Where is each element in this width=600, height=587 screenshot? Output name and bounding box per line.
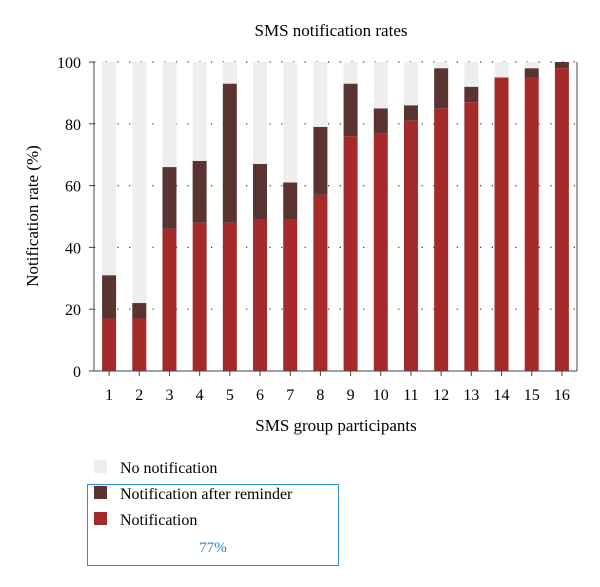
bars (102, 62, 569, 372)
bar-notification-10 (373, 133, 388, 371)
bar-no-notification-7 (283, 62, 298, 183)
bar-no-notification-14 (494, 62, 509, 78)
bar-no-notification-1 (102, 62, 117, 276)
x-tick-label: 8 (316, 387, 324, 404)
bar-notification-after-reminder-6 (253, 163, 268, 220)
x-tick-label: 7 (286, 387, 294, 404)
bar-notification-after-reminder-9 (343, 83, 358, 137)
y-axis-label: Notification rate (%) (23, 145, 42, 287)
legend-label: No notification (120, 460, 217, 477)
bar-notification-after-reminder-13 (464, 86, 479, 103)
bar-no-notification-2 (132, 62, 147, 304)
bar-notification-14 (494, 77, 509, 371)
y-ticks: 0 20 40 60 80 100 (57, 55, 94, 381)
x-ticks: 1 2 3 4 5 6 7 8 9 10 11 12 13 14 15 16 (105, 371, 570, 404)
x-tick-label: 13 (463, 387, 479, 404)
x-tick-label: 10 (373, 387, 389, 404)
chart-title: SMS notification rates (255, 21, 408, 40)
bar-no-notification-13 (464, 62, 479, 87)
x-tick-label: 15 (524, 387, 540, 404)
x-tick-label: 9 (347, 387, 355, 404)
bar-notification-after-reminder-2 (132, 303, 147, 319)
bar-notification-7 (283, 219, 298, 371)
y-tick-label: 80 (65, 117, 81, 134)
summary-box: 77% (87, 484, 339, 566)
bar-notification-4 (192, 222, 207, 371)
bar-no-notification-15 (524, 62, 539, 69)
bar-no-notification-10 (373, 62, 388, 109)
bar-notification-5 (222, 222, 237, 371)
x-tick-label: 4 (196, 387, 204, 404)
bar-notification-16 (554, 68, 569, 372)
x-tick-label: 12 (433, 387, 449, 404)
bar-notification-12 (434, 108, 449, 371)
x-tick-label: 11 (403, 387, 418, 404)
bar-notification-after-reminder-16 (554, 62, 569, 69)
x-tick-label: 6 (256, 387, 264, 404)
bar-notification-after-reminder-15 (524, 68, 539, 78)
bar-notification-after-reminder-8 (313, 126, 328, 195)
x-tick-label: 16 (554, 387, 570, 404)
x-axis-label: SMS group participants (255, 416, 417, 435)
bar-notification-2 (132, 318, 147, 371)
bar-notification-9 (343, 136, 358, 371)
legend-swatch (94, 486, 107, 499)
legend-label: Notification after reminder (120, 486, 293, 503)
bar-notification-after-reminder-7 (283, 182, 298, 220)
bar-no-notification-9 (343, 62, 358, 84)
legend-swatch (94, 460, 107, 473)
bar-notification-6 (253, 219, 268, 371)
bar-no-notification-4 (192, 62, 207, 161)
bar-notification-after-reminder-10 (373, 108, 388, 134)
bar-notification-13 (464, 102, 479, 372)
bar-notification-15 (524, 77, 539, 371)
bar-notification-after-reminder-1 (102, 275, 117, 319)
bar-notification-after-reminder-12 (434, 68, 449, 109)
x-tick-label: 2 (135, 387, 143, 404)
bar-no-notification-6 (253, 62, 268, 164)
bar-notification-1 (102, 318, 117, 371)
y-tick-label: 100 (57, 55, 81, 72)
bar-notification-8 (313, 194, 328, 371)
x-tick-label: 14 (494, 387, 510, 404)
summary-value: 77% (199, 540, 227, 556)
axes (93, 62, 578, 372)
bar-no-notification-12 (434, 62, 449, 69)
bar-notification-11 (403, 120, 418, 372)
bar-notification-3 (162, 228, 177, 371)
x-tick-label: 1 (105, 387, 113, 404)
bar-no-notification-5 (222, 62, 237, 84)
legend: No notification Notification after remind… (94, 460, 293, 529)
bar-notification-after-reminder-4 (192, 160, 207, 223)
y-tick-label: 0 (73, 364, 81, 381)
legend-label: Notification (120, 512, 197, 529)
x-tick-label: 3 (165, 387, 173, 404)
bar-no-notification-8 (313, 62, 328, 127)
bar-no-notification-11 (403, 62, 418, 106)
y-tick-label: 20 (65, 302, 81, 319)
y-tick-label: 60 (65, 179, 81, 196)
legend-swatch (94, 512, 107, 525)
bar-notification-after-reminder-11 (403, 105, 418, 121)
x-tick-label: 5 (226, 387, 234, 404)
bar-no-notification-3 (162, 62, 177, 168)
y-tick-label: 40 (65, 240, 81, 257)
bar-notification-after-reminder-5 (222, 83, 237, 223)
bar-notification-after-reminder-3 (162, 167, 177, 229)
